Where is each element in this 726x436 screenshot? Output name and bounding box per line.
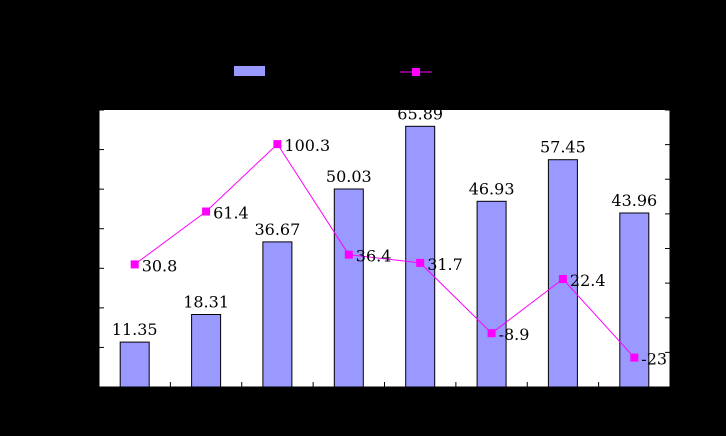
bar-value-label: 46.93 [469,179,515,198]
bar-value-label: 11.35 [112,320,158,339]
line-value-label: 31.7 [427,255,463,274]
line-marker [558,275,567,283]
bar-value-label: 18.31 [183,293,229,312]
line-value-label: 100.3 [284,136,330,155]
legend [234,66,432,76]
line-value-label: 22.4 [570,271,606,290]
bar [405,125,436,388]
bar [333,188,364,388]
line-marker [130,260,139,269]
line-value-label: -23 [641,350,667,369]
axes [98,109,671,388]
line-value-label: 30.8 [142,256,178,275]
bar-value-label: 43.96 [611,191,657,210]
legend-bar-swatch [234,66,265,76]
bar [262,241,293,388]
bar-value-label: 50.03 [326,167,372,186]
line-value-label: 36.4 [356,247,392,266]
line-path [134,143,635,358]
line-marker [416,258,425,267]
line-series [130,140,639,362]
bars [119,125,650,388]
line-value-label: 61.4 [213,204,249,223]
line-value-label: -8.9 [499,325,530,344]
bar [119,341,150,388]
line-marker [630,353,639,362]
legend-line-marker [412,68,420,76]
line-marker [202,207,211,216]
bar-value-label: 65.89 [397,104,443,123]
bar [191,314,222,388]
data-labels: 11.35 18.31 36.67 50.03 65.89 46.93 57.45 43.96… [112,104,667,368]
line-marker [487,329,496,338]
line-marker [344,250,353,259]
bar-value-label: 36.67 [254,220,300,239]
bar [476,200,507,388]
bar-value-label: 57.45 [540,138,586,157]
line-marker [273,140,282,149]
